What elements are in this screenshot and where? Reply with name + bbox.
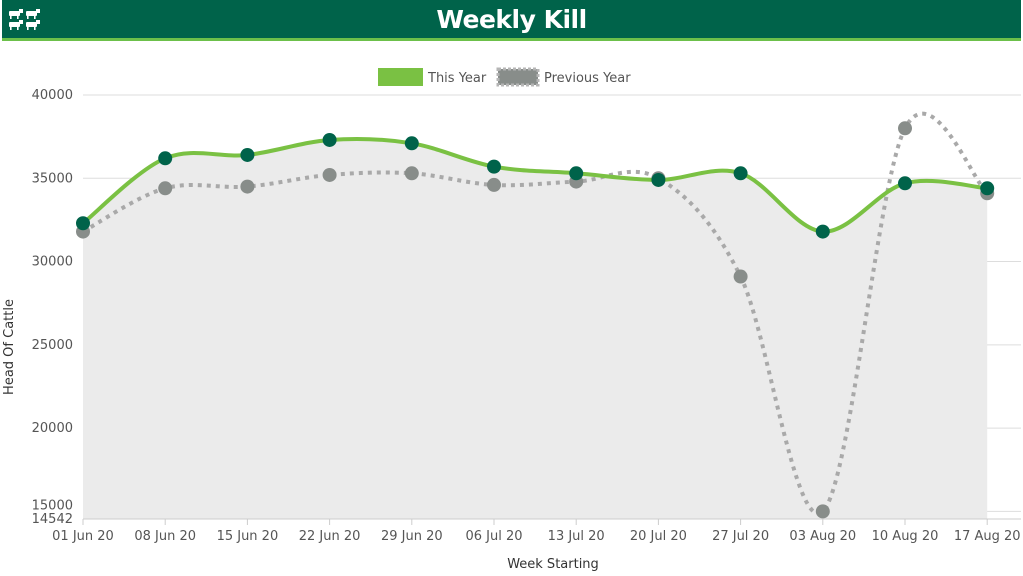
this-year-point bbox=[322, 132, 337, 147]
x-tick-label: 10 Aug 20 bbox=[872, 529, 939, 544]
this-year-area bbox=[83, 138, 988, 519]
previous-year-point bbox=[404, 166, 419, 181]
this-year-point bbox=[980, 181, 995, 196]
x-tick-label: 03 Aug 20 bbox=[789, 529, 856, 544]
y-tick-label: 14542 bbox=[32, 512, 73, 527]
this-year-point bbox=[404, 136, 419, 151]
y-tick-label: 25000 bbox=[32, 338, 73, 353]
this-year-point bbox=[76, 216, 90, 231]
x-tick-label: 01 Jun 20 bbox=[52, 529, 114, 544]
y-tick-label: 40000 bbox=[32, 88, 73, 103]
legend-item-this-year[interactable]: This Year bbox=[378, 68, 487, 86]
legend[interactable]: This Year Previous Year bbox=[378, 67, 631, 87]
x-tick-label: 27 Jul 20 bbox=[712, 529, 769, 544]
previous-year-point bbox=[240, 179, 255, 194]
this-year-line bbox=[81, 136, 988, 234]
y-tick-label: 35000 bbox=[32, 171, 73, 186]
this-year-point bbox=[158, 151, 173, 166]
chart-title: Weekly Kill bbox=[436, 4, 587, 34]
this-year-point bbox=[651, 172, 666, 187]
x-tick-label: 17 Aug 20 bbox=[954, 529, 1021, 544]
legend-label-this-year: This Year bbox=[427, 71, 487, 86]
y-tick-label: 30000 bbox=[32, 255, 73, 270]
y-axis-title: Head Of Cattle bbox=[2, 299, 17, 395]
x-tick-label: 13 Jul 20 bbox=[548, 529, 605, 544]
this-year-point bbox=[815, 224, 830, 239]
x-tick-label: 08 Jun 20 bbox=[134, 529, 196, 544]
this-year-point bbox=[240, 147, 255, 162]
series bbox=[76, 111, 995, 519]
previous-year-point bbox=[158, 181, 173, 196]
this-year-point bbox=[898, 176, 912, 191]
y-tick-label: 15000 bbox=[32, 498, 73, 513]
x-axis-title: Week Starting bbox=[507, 557, 599, 572]
previous-year-line bbox=[82, 111, 989, 516]
previous-year-point bbox=[322, 167, 337, 182]
this-year-point bbox=[487, 159, 501, 174]
legend-label-previous-year: Previous Year bbox=[544, 71, 631, 86]
previous-year-point bbox=[487, 177, 501, 192]
y-tick-label: 20000 bbox=[32, 421, 73, 436]
x-tick-label: 29 Jun 20 bbox=[381, 529, 443, 544]
chart-header: Weekly Kill bbox=[2, 0, 1021, 41]
x-tick-label: 15 Jun 20 bbox=[217, 529, 279, 544]
this-year-point bbox=[733, 166, 748, 181]
legend-swatch-previous-year bbox=[496, 67, 540, 87]
legend-swatch-this-year bbox=[378, 68, 423, 86]
previous-year-point bbox=[815, 504, 830, 519]
x-tick-label: 22 Jun 20 bbox=[299, 529, 361, 544]
previous-year-point bbox=[733, 269, 748, 284]
previous-year-point bbox=[898, 121, 912, 136]
legend-item-previous-year[interactable]: Previous Year bbox=[496, 67, 631, 87]
this-year-point bbox=[569, 166, 584, 181]
x-tick-label: 20 Jul 20 bbox=[630, 529, 687, 544]
x-tick-label: 06 Jul 20 bbox=[465, 529, 522, 544]
cattle-icon bbox=[9, 9, 40, 30]
